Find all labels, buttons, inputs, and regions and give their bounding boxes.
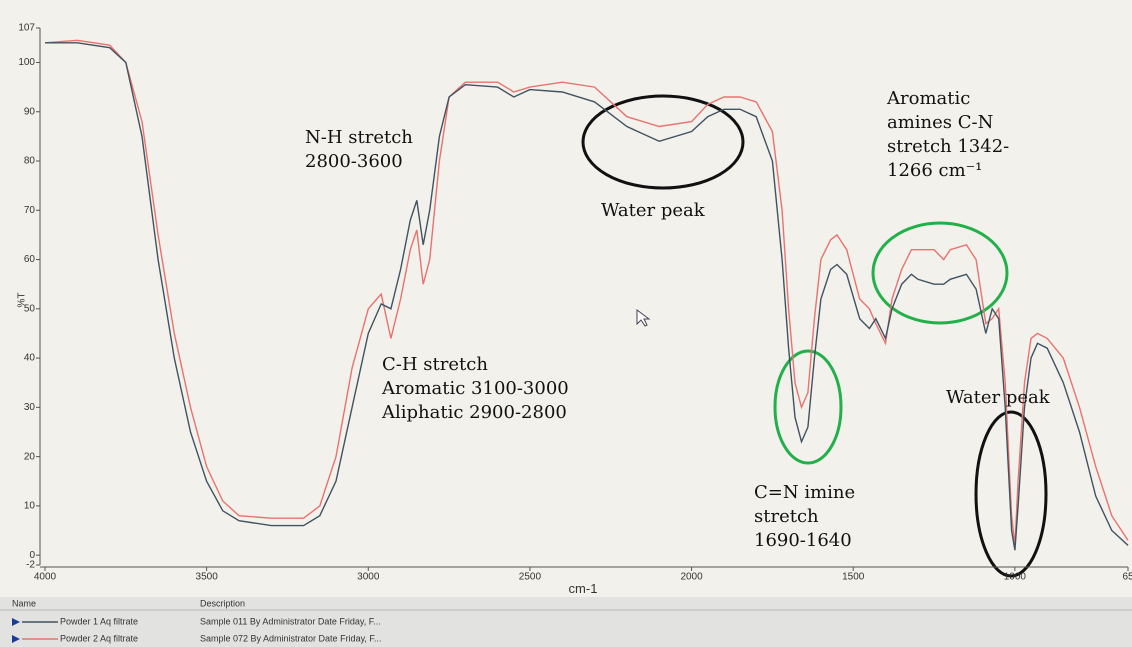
annotation-line: Aliphatic 2900-2800 <box>381 402 567 423</box>
cursor <box>636 309 651 327</box>
y-tick-label: 70 <box>24 205 36 216</box>
legend-description: Sample 011 By Administrator Date Friday,… <box>200 616 381 626</box>
annotation-line: 1266 cm⁻¹ <box>887 160 982 181</box>
x-tick-label: 65 <box>1122 572 1132 583</box>
legend-arrow <box>12 618 20 626</box>
legend-arrow <box>12 635 20 643</box>
y-tick-label: -2 <box>26 560 35 571</box>
series-line <box>45 42 1129 551</box>
x-tick-label: 2000 <box>680 572 703 583</box>
x-axis-label: cm-1 <box>569 581 598 596</box>
legend-label: Powder 2 Aq filtrate <box>60 633 138 643</box>
ellipse <box>871 221 1009 325</box>
legend-header: Description <box>200 598 245 608</box>
y-tick-label: 90 <box>24 106 36 117</box>
ellipse <box>974 410 1048 578</box>
annotation: C-H stretch Aromatic 3100-3000 Aliphatic 2… <box>381 354 569 423</box>
legend-panel <box>0 597 1132 647</box>
x-tick-label: 1000 <box>1004 572 1027 583</box>
x-tick-label: 3000 <box>357 572 380 583</box>
annotation: N-H stretch 2800-3600 <box>305 127 413 172</box>
annotation-line: Aromatic <box>886 88 970 109</box>
y-axis-label: %T <box>17 293 28 308</box>
y-tick-label: 10 <box>24 501 36 512</box>
y-tick-label: 30 <box>24 402 36 413</box>
annotation-line: amines C-N <box>887 112 993 133</box>
annotation-line: 1690-1640 <box>754 530 852 551</box>
y-tick-label: 0 <box>29 550 35 561</box>
x-tick-label: 2500 <box>519 572 542 583</box>
annotation-line: Aromatic 3100-3000 <box>381 378 569 399</box>
annotation: Aromatic amines C-N stretch 1342- 1266 cm⁻¹ <box>886 88 1009 181</box>
y-tick-label: 107 <box>18 23 35 34</box>
ellipse <box>581 94 745 190</box>
y-tick-label: 40 <box>24 353 36 364</box>
annotation-line: Water peak <box>601 200 706 221</box>
ellipse <box>773 349 843 465</box>
annotation-line: C=N imine <box>754 482 855 503</box>
x-tick-label: 3500 <box>196 572 219 583</box>
x-tick-label: 4000 <box>34 572 57 583</box>
y-tick-label: 80 <box>24 156 36 167</box>
annotation-line: 2800-3600 <box>305 151 403 172</box>
annotation-line: C-H stretch <box>382 354 488 375</box>
x-tick-label: 1500 <box>842 572 865 583</box>
annotation: Water peak <box>946 387 1051 408</box>
annotation: Water peak <box>601 200 706 221</box>
y-tick-label: 50 <box>24 303 36 314</box>
legend-header: Name <box>12 598 36 608</box>
legend-description: Sample 072 By Administrator Date Friday,… <box>200 633 381 643</box>
y-tick-label: 100 <box>18 57 35 68</box>
annotation-line: N-H stretch <box>305 127 413 148</box>
y-tick-label: 20 <box>24 451 36 462</box>
legend-label: Powder 1 Aq filtrate <box>60 616 138 626</box>
y-tick-label: 60 <box>24 254 36 265</box>
annotation-line: stretch <box>754 506 819 527</box>
series-line <box>44 39 1129 546</box>
annotation-line: Water peak <box>946 387 1051 408</box>
annotation-line: stretch 1342- <box>887 136 1009 157</box>
annotation: C=N imine stretch 1690-1640 <box>754 482 855 551</box>
